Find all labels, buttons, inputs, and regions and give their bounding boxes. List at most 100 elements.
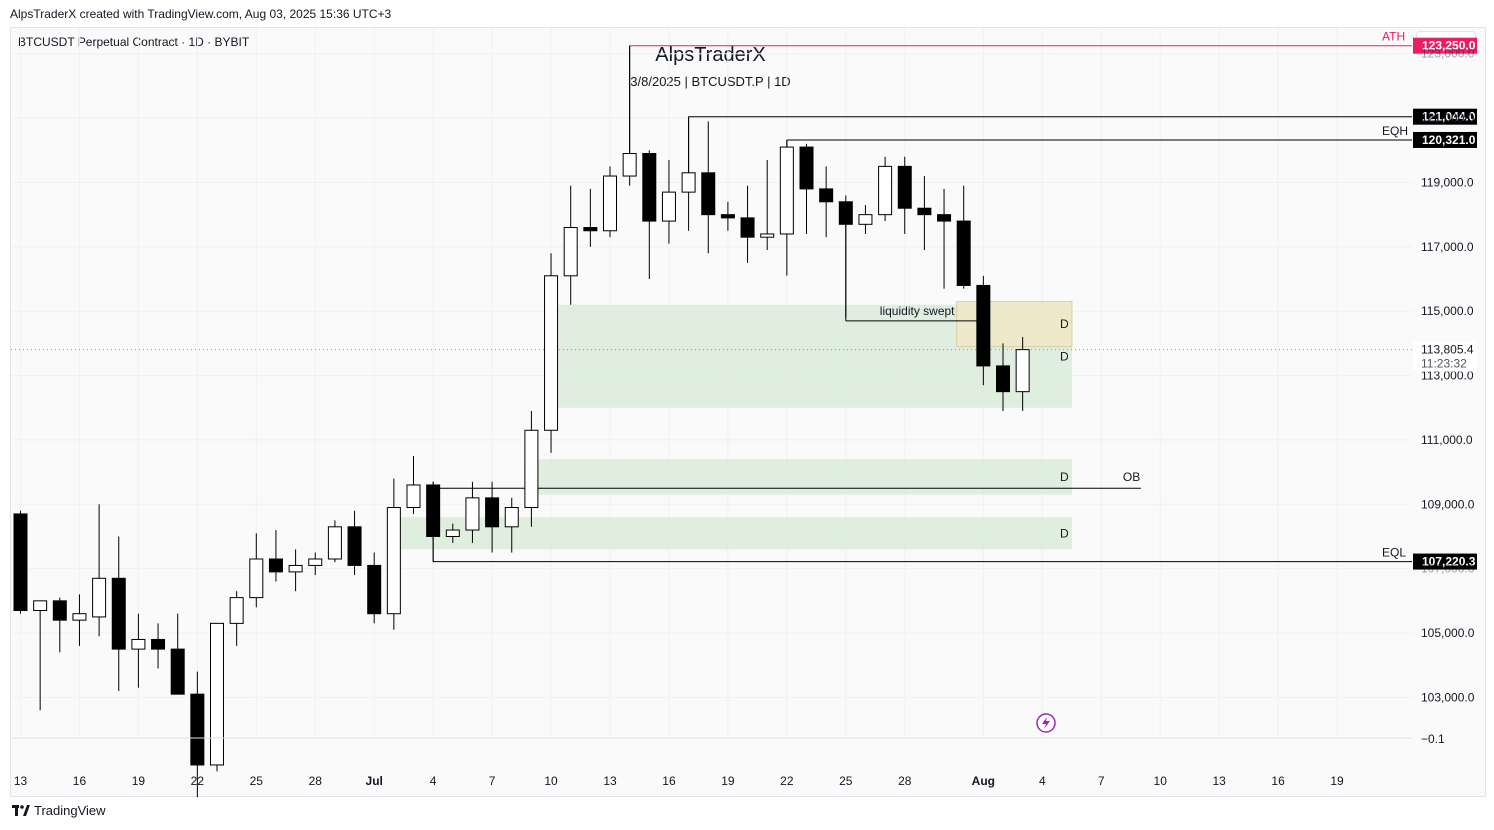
candle-body[interactable]: [819, 188, 834, 203]
price-label: 121,044.0: [1422, 110, 1476, 124]
x-tick-label: Aug: [972, 774, 995, 788]
candle-body[interactable]: [661, 191, 676, 222]
candle-body[interactable]: [858, 214, 873, 225]
lightning-bolt-icon: [1042, 717, 1050, 729]
current-price-label: 113,805.4: [1421, 343, 1474, 357]
y-tick-label: 105,000.0: [1421, 626, 1475, 640]
x-tick-label: 7: [489, 774, 496, 788]
level-label: EQL: [1382, 546, 1406, 560]
candle-body[interactable]: [740, 217, 755, 238]
candle-body[interactable]: [13, 513, 28, 611]
watermark-subtitle: 3/8/2025 | BTCUSDT.P | 1D: [630, 74, 791, 89]
watermark-title: AlpsTraderX: [655, 44, 766, 66]
candle-body[interactable]: [504, 507, 519, 528]
candle-body[interactable]: [878, 165, 893, 216]
price-label-box: [1413, 108, 1477, 125]
candle-body[interactable]: [465, 497, 480, 531]
level-label: ATH: [1382, 30, 1405, 44]
candle-body[interactable]: [406, 484, 421, 509]
candle-body[interactable]: [327, 526, 342, 560]
candle-body[interactable]: [367, 564, 382, 615]
candle-body[interactable]: [956, 220, 971, 286]
candle-body[interactable]: [976, 284, 991, 367]
candle-body[interactable]: [52, 600, 67, 621]
candle-body[interactable]: [642, 153, 657, 222]
candle-body[interactable]: [210, 622, 224, 766]
x-tick-label: 13: [1212, 774, 1226, 788]
demand-zone[interactable]: [386, 517, 1072, 550]
x-tick-label: 28: [898, 774, 912, 788]
candle-body[interactable]: [681, 172, 696, 193]
candle-body[interactable]: [386, 507, 401, 615]
price-label-box: [1413, 131, 1477, 148]
y-tick-label: 111,000.0: [1421, 433, 1473, 447]
x-tick-label: 25: [250, 774, 264, 788]
candle-body[interactable]: [131, 638, 146, 650]
price-label: 120,321.0: [1422, 133, 1476, 147]
zone-label: D: [1060, 349, 1069, 363]
x-tick-label: 19: [1330, 774, 1344, 788]
candle-body[interactable]: [1015, 349, 1030, 393]
y-tick-label: 123,000.0: [1421, 47, 1475, 61]
zone-label: D: [1060, 317, 1069, 331]
tradingview-brand: TradingView: [34, 803, 106, 818]
candle-body[interactable]: [111, 577, 126, 650]
x-tick-label: 25: [839, 774, 853, 788]
candle-body[interactable]: [229, 597, 244, 624]
candle-body[interactable]: [308, 558, 323, 566]
y-tick-label: −0.1: [1421, 732, 1445, 746]
candle-body[interactable]: [838, 201, 853, 225]
candle-body[interactable]: [268, 558, 283, 573]
tradingview-footer[interactable]: TradingView: [12, 803, 106, 818]
candle-body[interactable]: [72, 613, 87, 621]
candle-body[interactable]: [347, 526, 362, 566]
candle-body[interactable]: [897, 165, 912, 209]
tradingview-logo-icon: [12, 804, 30, 816]
candle-body[interactable]: [917, 207, 932, 216]
symbol-title: BTCUSDT Perpetual Contract · 1D · BYBIT: [18, 35, 250, 49]
candle-body[interactable]: [485, 497, 500, 528]
candle-body[interactable]: [563, 227, 578, 277]
price-label: 123,250.0: [1422, 39, 1476, 53]
candle-body[interactable]: [603, 175, 617, 232]
created-by-text: AlpsTraderX created with TradingView.com…: [10, 7, 392, 21]
x-tick-label: 16: [73, 774, 87, 788]
y-tick-label: 121,000.0: [1421, 111, 1475, 125]
y-tick-label: 113,000.0: [1421, 369, 1474, 383]
candle-body[interactable]: [426, 484, 441, 537]
candle-body[interactable]: [524, 429, 539, 509]
candle-body[interactable]: [583, 227, 598, 232]
candle-body[interactable]: [249, 558, 264, 599]
candle-body[interactable]: [170, 648, 185, 695]
candle-body[interactable]: [288, 564, 303, 573]
y-tick-label: 109,000.0: [1421, 497, 1475, 511]
candle-body[interactable]: [151, 638, 166, 650]
candle-body[interactable]: [937, 214, 952, 222]
x-tick-label: 16: [662, 774, 676, 788]
candle-body[interactable]: [622, 153, 637, 177]
x-tick-label: 4: [1039, 774, 1046, 788]
level-label: OB: [1123, 470, 1140, 484]
candle-body[interactable]: [996, 365, 1010, 393]
demand-zone[interactable]: [524, 459, 1072, 495]
candle-body[interactable]: [720, 214, 735, 219]
candle-body[interactable]: [799, 146, 814, 190]
candle-body[interactable]: [92, 577, 107, 618]
y-tick-label: 103,000.0: [1421, 690, 1475, 704]
candle-body[interactable]: [190, 693, 205, 766]
price-label-box: [1413, 37, 1477, 54]
candle-body[interactable]: [779, 146, 794, 235]
x-tick-label: 13: [14, 774, 28, 788]
candle-body[interactable]: [33, 600, 48, 611]
countdown-label: 11:23:32: [1421, 357, 1467, 371]
candle-body[interactable]: [701, 172, 716, 216]
supply-zone[interactable]: [956, 301, 1073, 348]
y-tick-label: 117,000.0: [1421, 240, 1474, 254]
candle-body[interactable]: [544, 275, 559, 431]
candle-body[interactable]: [445, 529, 460, 537]
price-label-box: [1413, 553, 1477, 570]
candle-body[interactable]: [760, 233, 775, 238]
x-tick-label: 13: [603, 774, 617, 788]
zone-label: D: [1060, 470, 1069, 484]
